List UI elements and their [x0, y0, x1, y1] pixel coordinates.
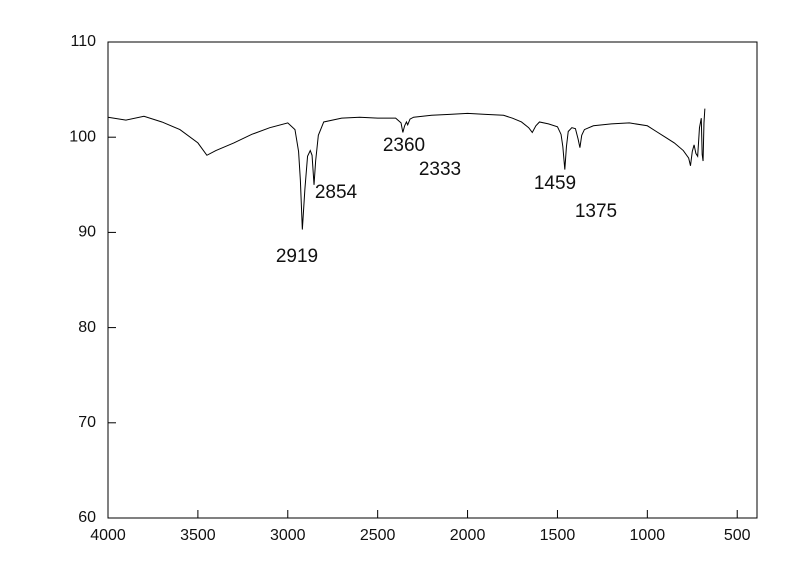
y-tick-label: 80 [78, 319, 96, 336]
plot-frame [107, 41, 758, 519]
peak-label: 2919 [276, 246, 318, 267]
y-tick-label: 110 [70, 33, 96, 50]
y-tick-label: 100 [69, 128, 96, 145]
peak-label: 2360 [383, 135, 425, 156]
spectrum-line [107, 108, 706, 230]
y-tick-label: 60 [78, 509, 96, 526]
x-tick-label: 1000 [630, 527, 666, 544]
x-tick-label: 4000 [90, 527, 126, 544]
y-tick-label: 90 [78, 224, 96, 241]
x-tick-label: 3000 [270, 527, 306, 544]
peak-label: 1375 [575, 201, 617, 222]
x-tick-label: 1500 [540, 527, 576, 544]
x-tick-label: 2000 [450, 527, 486, 544]
peak-label: 1459 [534, 173, 576, 194]
peak-label: 2333 [419, 159, 461, 180]
x-tick-label: 2500 [360, 527, 396, 544]
peak-label: 2854 [315, 182, 358, 203]
y-tick-label: 70 [78, 414, 96, 431]
x-tick-label: 500 [724, 527, 751, 544]
x-tick-label: 3500 [180, 527, 216, 544]
